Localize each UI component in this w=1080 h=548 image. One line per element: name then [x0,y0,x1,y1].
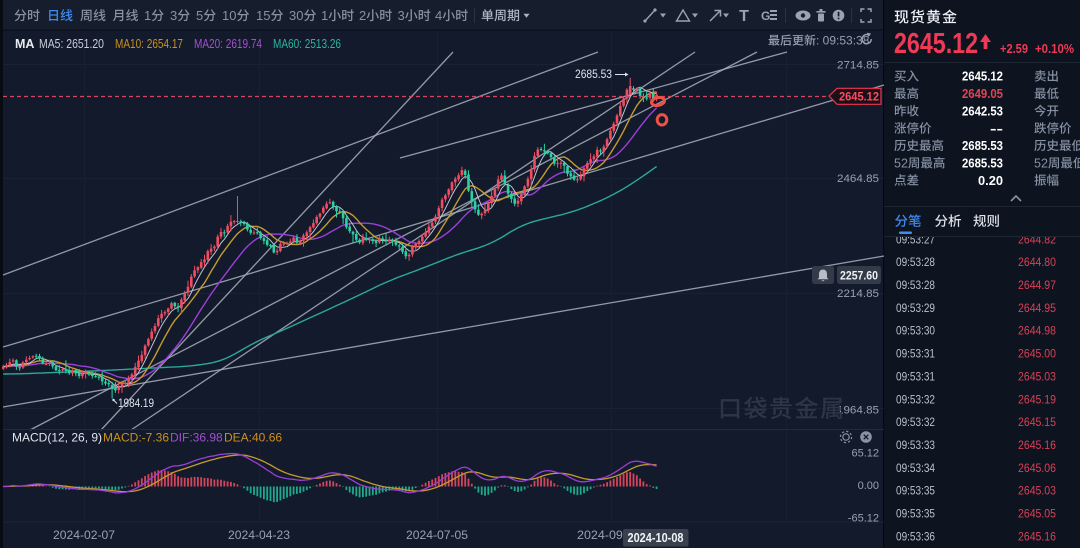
svg-text:1: 1 [144,8,151,23]
svg-text:2024-07-05: 2024-07-05 [406,528,468,542]
svg-text:DIF:36.98: DIF:36.98 [170,431,223,445]
svg-text:0.20: 0.20 [978,173,1003,188]
svg-text:30: 30 [289,8,303,23]
svg-text:2645.03: 2645.03 [1018,484,1056,498]
svg-text:2644.97: 2644.97 [1018,278,1056,292]
svg-text:65.12: 65.12 [851,448,879,460]
svg-text:MA5: 2651.20: MA5: 2651.20 [39,37,104,51]
svg-text:MA20: 2619.74: MA20: 2619.74 [194,37,262,51]
svg-text:09:53:29: 09:53:29 [896,301,935,315]
svg-text:+0.10%: +0.10% [1035,41,1074,56]
svg-text:2645.03: 2645.03 [1018,369,1056,383]
svg-text:3: 3 [170,8,177,23]
svg-text:09:53:34: 09:53:34 [896,461,935,475]
svg-text:1984.19: 1984.19 [118,398,154,410]
svg-text:2214.85: 2214.85 [837,288,879,300]
svg-text:+2.59: +2.59 [1000,41,1028,56]
svg-text:15: 15 [256,8,270,23]
svg-text:09:53:31: 09:53:31 [896,369,935,383]
svg-text:2645.12: 2645.12 [962,69,1003,84]
svg-text:09:53:33: 09:53:33 [896,438,935,452]
svg-text:2685.53: 2685.53 [962,155,1003,170]
svg-text:2024-09-: 2024-09- [577,528,627,542]
svg-text:2645.12: 2645.12 [839,90,879,104]
svg-text:2714.85: 2714.85 [837,60,879,72]
svg-text:MACD:-7.36: MACD:-7.36 [103,431,169,445]
svg-text:0.00: 0.00 [858,480,879,492]
svg-text:2645.00: 2645.00 [1018,347,1056,361]
svg-text:G: G [761,9,770,23]
svg-text:2644.98: 2644.98 [1018,324,1056,338]
svg-text:2645.05: 2645.05 [1018,507,1056,521]
svg-text:09:53:30: 09:53:30 [896,324,935,338]
svg-text:09:53:28: 09:53:28 [896,278,935,292]
svg-text:2645.12: 2645.12 [894,28,978,60]
svg-text:2464.85: 2464.85 [837,173,879,185]
svg-text:09:53:28: 09:53:28 [896,255,935,269]
svg-text:2024-02-07: 2024-02-07 [53,528,115,542]
svg-text:52: 52 [894,156,908,170]
svg-text:2645.16: 2645.16 [1018,438,1056,452]
svg-text:-65.12: -65.12 [848,513,879,525]
svg-text:2685.53: 2685.53 [962,138,1003,153]
svg-text:2644.80: 2644.80 [1018,255,1056,269]
svg-text:09:53:36: 09:53:36 [896,529,935,543]
svg-text:2685.53: 2685.53 [575,69,612,81]
svg-text:09:53:35: 09:53:35 [896,484,935,498]
svg-text:--: -- [990,121,1003,136]
svg-text:1: 1 [321,8,328,23]
svg-text:2257.60: 2257.60 [840,271,878,283]
svg-text:2645.16: 2645.16 [1018,529,1056,543]
svg-text:09:53:35: 09:53:35 [896,507,935,521]
svg-text:10: 10 [222,8,236,23]
svg-text:52: 52 [1034,156,1048,170]
svg-text:1964.85: 1964.85 [837,405,879,417]
svg-text:DEA:40.66: DEA:40.66 [224,431,282,445]
svg-text:MA: MA [15,37,34,51]
svg-text:09:53:32: 09:53:32 [896,415,935,429]
svg-text:T: T [739,8,749,25]
svg-text:2649.05: 2649.05 [962,86,1003,101]
svg-text:09:53:31: 09:53:31 [896,347,935,361]
svg-text:4: 4 [435,8,442,23]
svg-text:2645.15: 2645.15 [1018,415,1056,429]
svg-text:MA10: 2654.17: MA10: 2654.17 [115,37,183,51]
svg-text:3: 3 [398,8,405,23]
svg-text:2024-04-23: 2024-04-23 [228,528,290,542]
svg-text:2: 2 [359,8,366,23]
svg-text:MA60: 2513.26: MA60: 2513.26 [273,37,341,51]
svg-text:09:53:32: 09:53:32 [896,392,935,406]
svg-text:: 09:53:38: : 09:53:38 [816,34,870,48]
svg-text:2644.95: 2644.95 [1018,301,1056,315]
svg-text:2642.53: 2642.53 [962,103,1003,118]
svg-text:5: 5 [196,8,203,23]
svg-text:2645.06: 2645.06 [1018,461,1056,475]
svg-text:MACD(12, 26, 9): MACD(12, 26, 9) [12,431,102,445]
svg-text:2645.19: 2645.19 [1018,392,1056,406]
svg-text:2024-10-08: 2024-10-08 [628,531,684,545]
